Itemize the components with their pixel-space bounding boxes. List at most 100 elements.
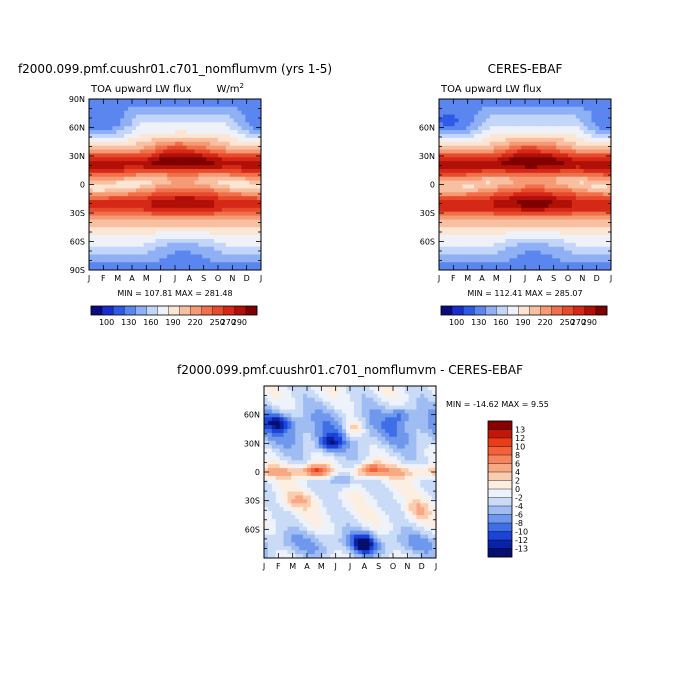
colorbar-label: 270 (221, 318, 236, 327)
heatmap-cell (233, 102, 239, 108)
heatmap-cell (279, 409, 285, 414)
heatmap-cell (100, 161, 106, 166)
heatmap-cell (182, 161, 188, 166)
heatmap-cell (291, 405, 296, 411)
colorbar-swatch (124, 306, 136, 315)
heatmap-cell (446, 176, 452, 182)
heatmap-cell (458, 118, 464, 123)
heatmap-cell (552, 172, 557, 178)
heatmap-cell (474, 211, 479, 217)
heatmap-cell (501, 250, 507, 256)
heatmap-cell (509, 223, 514, 228)
colorbar-label: 250 (560, 318, 575, 327)
heatmap-cell (485, 227, 491, 232)
heatmap-cell (439, 207, 444, 213)
heatmap-cell (275, 456, 281, 461)
heatmap-cell (326, 444, 332, 450)
heatmap-cell (155, 133, 160, 139)
heatmap-cell (552, 168, 557, 174)
heatmap-cell (326, 491, 332, 497)
heatmap-cell (303, 429, 308, 434)
heatmap-cell (552, 184, 557, 189)
heatmap-cell (163, 258, 168, 263)
heatmap-cell (198, 149, 203, 155)
heatmap-cell (237, 266, 243, 270)
heatmap-cell (446, 130, 452, 135)
heatmap-cell (190, 246, 196, 252)
heatmap-cell (253, 176, 258, 182)
heatmap-cell (318, 472, 324, 477)
heatmap-cell (264, 503, 269, 508)
heatmap-cell (458, 161, 464, 166)
heatmap-cell (532, 207, 538, 213)
heatmap-cell (295, 554, 300, 558)
heatmap-cell (571, 192, 577, 197)
heatmap-cell (318, 518, 324, 524)
heatmap-cell (198, 168, 203, 174)
heatmap-cell (163, 145, 168, 151)
heatmap-cell (206, 242, 211, 248)
heatmap-cell (458, 137, 464, 143)
heatmap-cell (579, 133, 585, 139)
heatmap-cell (314, 386, 320, 391)
heatmap-cell (338, 393, 343, 399)
heatmap-cell (159, 223, 164, 228)
heatmap-cell (568, 200, 573, 205)
heatmap-cell (229, 196, 235, 201)
heatmap-cell (167, 153, 172, 158)
heatmap-cell (186, 242, 192, 248)
heatmap-cell (478, 211, 483, 217)
heatmap-cell (116, 207, 121, 213)
heatmap-cell (470, 110, 475, 116)
heatmap-cell (163, 196, 168, 201)
heatmap-cell (159, 246, 164, 252)
heatmap-cell (560, 133, 565, 139)
heatmap-cell (603, 196, 608, 201)
heatmap-cell (466, 145, 471, 151)
heatmap-cell (587, 145, 593, 151)
heatmap-cell (442, 254, 448, 259)
heatmap-cell (505, 223, 510, 228)
heatmap-cell (159, 110, 164, 116)
heatmap-cell (104, 188, 110, 193)
heatmap-cell (175, 207, 180, 213)
heatmap-cell (303, 409, 308, 414)
heatmap-cell (92, 133, 98, 139)
heatmap-cell (175, 211, 180, 217)
heatmap-cell (307, 456, 312, 461)
heatmap-cell (132, 266, 137, 270)
heatmap-cell (143, 215, 149, 221)
heatmap-cell (470, 196, 475, 201)
heatmap-cell (214, 223, 219, 228)
heatmap-cell (100, 122, 106, 127)
heatmap-cell (253, 231, 258, 236)
heatmap-cell (182, 219, 188, 224)
heatmap-cell (175, 141, 180, 147)
heatmap-cell (556, 207, 561, 213)
heatmap-cell (108, 172, 114, 178)
heatmap-cell (548, 114, 553, 120)
heatmap-cell (89, 215, 94, 221)
heatmap-cell (314, 432, 320, 438)
heatmap-cell (116, 149, 121, 155)
heatmap-cell (505, 266, 510, 270)
heatmap-cell (299, 534, 304, 540)
heatmap-cell (210, 262, 215, 267)
heatmap-cell (466, 231, 471, 236)
heatmap-cell (135, 165, 141, 170)
heatmap-cell (267, 479, 273, 485)
heatmap-cell (322, 432, 328, 438)
heatmap-cell (556, 165, 561, 170)
heatmap-cell (439, 196, 444, 201)
heatmap-cell (454, 235, 460, 240)
heatmap-cell (241, 203, 246, 209)
heatmap-cell (575, 110, 581, 116)
heatmap-cell (466, 223, 471, 228)
heatmap-cell (595, 122, 600, 127)
heatmap-cell (501, 149, 507, 155)
heatmap-cell (116, 203, 121, 209)
heatmap-cell (291, 495, 296, 500)
heatmap-cell (190, 231, 196, 236)
heatmap-cell (513, 126, 518, 131)
heatmap-cell (458, 266, 464, 270)
